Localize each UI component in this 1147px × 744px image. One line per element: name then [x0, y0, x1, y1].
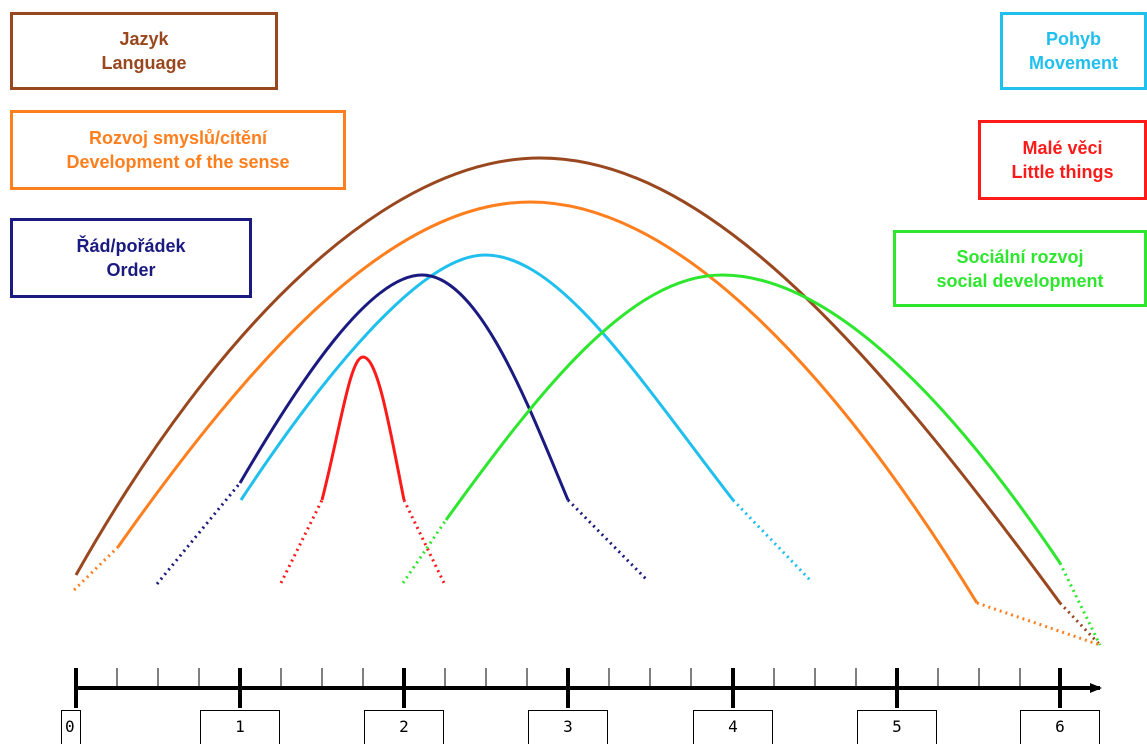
- curve-movement-tail-end: [733, 500, 810, 580]
- curve-little-things-tail-end: [404, 500, 444, 583]
- tick-label-4: 4: [693, 710, 773, 744]
- curve-order-tail-start: [157, 483, 240, 584]
- curve-social-tail-end: [1060, 563, 1100, 645]
- tick-label-0: 0: [61, 710, 81, 744]
- tick-label-6: 6: [1020, 710, 1100, 744]
- tick-label-5: 5: [857, 710, 937, 744]
- tick-label-3: 3: [528, 710, 608, 744]
- curve-order-tail-end: [568, 500, 647, 580]
- tick-label-1: 1: [200, 710, 280, 744]
- curve-social: [446, 275, 1060, 563]
- curve-senses: [118, 202, 977, 603]
- tick-label-2: 2: [364, 710, 444, 744]
- curve-social-tail-start: [403, 520, 446, 583]
- curve-little-things: [322, 357, 404, 500]
- curve-order: [240, 275, 568, 500]
- curve-little-things-tail-start: [281, 500, 322, 583]
